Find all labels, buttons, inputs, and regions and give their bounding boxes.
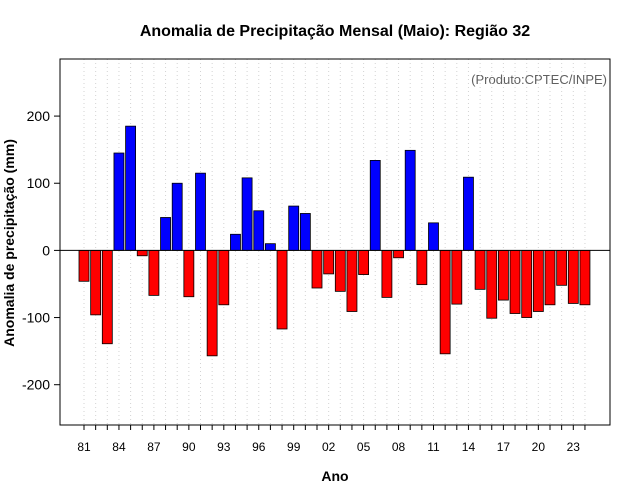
chart-title: Anomalia de Precipitação Mensal (Maio): …	[140, 23, 530, 40]
x-axis: 81 84 87 90 93 96 99 02 05 08 11 14 17 20 23	[77, 425, 586, 454]
bars-group	[78, 125, 591, 357]
x-tick-label: 17	[497, 440, 511, 454]
bar-1989	[171, 182, 183, 251]
y-axis-label: Anomalia de precipitação (mm)	[1, 139, 17, 347]
x-tick-label: 84	[112, 440, 126, 454]
bar-1992	[206, 249, 218, 357]
bar-1993	[218, 249, 230, 306]
bar-1999	[288, 205, 300, 251]
bar-2015	[474, 249, 486, 290]
bar-2014	[463, 176, 474, 251]
x-tick-label: 81	[77, 440, 91, 454]
bar-2020	[532, 249, 544, 312]
y-tick-label: -100	[22, 310, 50, 326]
bar-2016	[486, 249, 498, 319]
bar-2002	[323, 249, 335, 275]
bar-2004	[346, 249, 358, 312]
x-tick-label: 87	[147, 440, 161, 454]
bar-2009	[404, 149, 416, 251]
x-tick-label: 93	[217, 440, 231, 454]
plot-frame	[59, 58, 611, 426]
bar-2023	[567, 249, 579, 304]
x-tick-label: 99	[287, 440, 301, 454]
x-tick-label: 23	[567, 440, 581, 454]
bar-1983	[101, 249, 113, 345]
y-axis: -200 -100 0 100 200	[22, 108, 60, 393]
x-tick-label: 05	[357, 440, 371, 454]
bar-2010	[416, 249, 428, 286]
bar-1985	[125, 125, 136, 251]
y-tick-label: -200	[22, 377, 50, 393]
x-tick-label: 11	[427, 440, 440, 454]
bar-2006	[369, 160, 381, 251]
bar-2001	[311, 249, 323, 289]
bar-2011	[428, 222, 439, 251]
bar-2019	[521, 249, 533, 318]
bar-1995	[241, 177, 253, 251]
x-tick-label: 90	[182, 440, 196, 454]
x-tick-label: 14	[462, 440, 476, 454]
bar-2007	[381, 249, 393, 298]
x-tick-label: 02	[322, 440, 336, 454]
bar-1990	[183, 249, 195, 298]
bar-1987	[148, 249, 160, 296]
bar-2018	[509, 249, 521, 314]
bar-2003	[334, 249, 346, 292]
bar-2005	[358, 249, 370, 275]
y-tick-label: 200	[27, 108, 51, 124]
bar-2024	[579, 249, 591, 306]
bar-1994	[230, 233, 241, 251]
grid-lines	[83, 59, 586, 425]
x-tick-label: 96	[252, 440, 266, 454]
bar-1998	[276, 249, 288, 330]
bar-2013	[451, 249, 463, 305]
bar-1984	[113, 152, 125, 251]
y-tick-label: 0	[42, 242, 50, 258]
bar-2021	[544, 249, 556, 306]
x-axis-label: Ano	[321, 468, 348, 484]
bar-1981	[78, 249, 90, 282]
bar-1988	[160, 217, 171, 251]
bar-1982	[90, 249, 102, 316]
bar-1991	[195, 172, 206, 251]
bar-1997	[264, 243, 276, 251]
x-tick-label: 20	[532, 440, 546, 454]
y-tick-label: 100	[27, 175, 51, 191]
bar-2022	[556, 249, 568, 286]
bar-1996	[253, 210, 265, 251]
bar-1986	[136, 249, 148, 257]
bar-2012	[439, 249, 451, 355]
bar-2008	[393, 249, 404, 259]
bar-2017	[497, 249, 509, 301]
bar-2000	[299, 213, 311, 251]
x-tick-label: 08	[392, 440, 406, 454]
